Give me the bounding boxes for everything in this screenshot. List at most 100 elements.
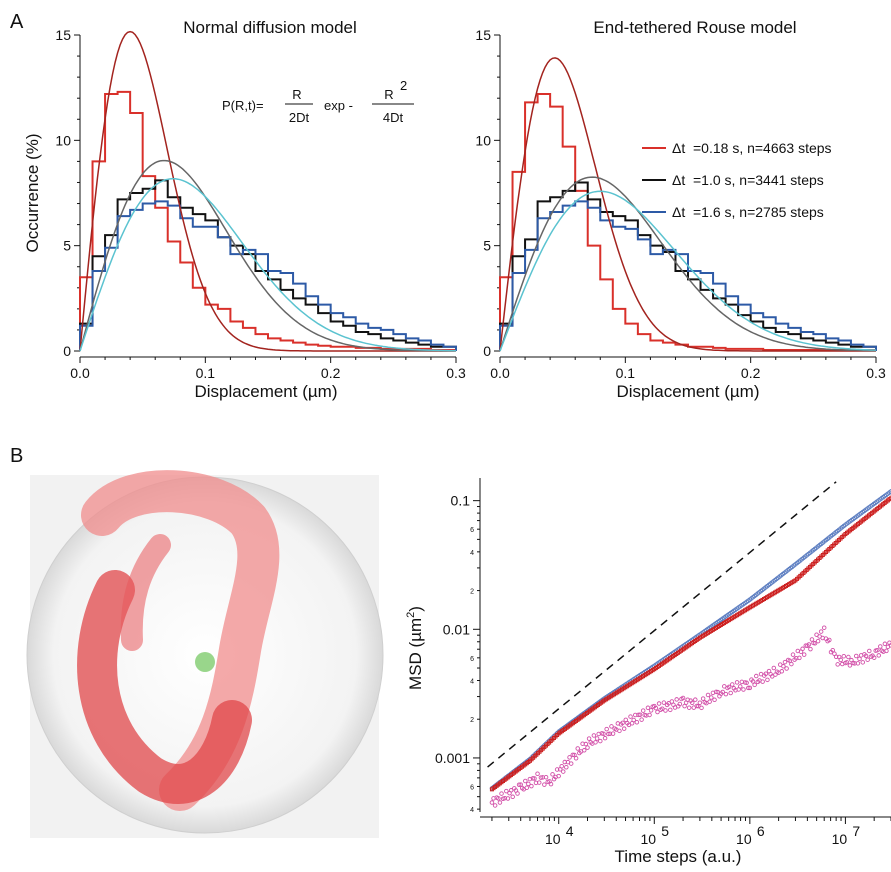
data-point-series-3	[712, 697, 717, 703]
data-point-series-3	[779, 669, 785, 674]
data-point-series-3	[560, 769, 566, 774]
data-point-series-3	[697, 700, 703, 705]
data-point-series-3	[784, 666, 789, 671]
x-tick-label: 0.0	[490, 365, 510, 381]
normal-diffusion-chart: Normal diffusion model Occurrence (%) Di…	[23, 18, 466, 401]
data-point-series-3	[598, 738, 603, 744]
x-axis-label: Time steps (a.u.)	[615, 847, 742, 866]
y-minor-label: 2	[470, 717, 474, 724]
y-minor-label: 4	[470, 678, 474, 685]
data-point-series-3	[663, 708, 668, 713]
x-tick-exponent: 4	[566, 823, 574, 839]
x-tick-label: 0.2	[321, 365, 341, 381]
data-point-series-3	[499, 791, 504, 796]
data-point-series-3	[556, 773, 561, 779]
data-point-series-3	[769, 674, 775, 679]
data-point-series-3	[806, 642, 812, 647]
data-point-series-3	[550, 772, 555, 777]
y-axis-label: MSD (µm2)	[405, 606, 425, 690]
data-point-series-3	[542, 782, 547, 787]
data-point-series-3	[689, 700, 695, 705]
data-point-series-3	[583, 741, 589, 747]
data-point-series-3	[746, 685, 751, 691]
data-point-series-3	[591, 733, 597, 738]
data-point-series-3	[536, 780, 542, 785]
data-point-series-3	[821, 625, 827, 630]
data-point-series-3	[800, 646, 805, 652]
data-point-series-2	[888, 495, 891, 501]
data-point-series-3	[628, 714, 633, 719]
y-tick-label: 0.001	[435, 750, 470, 766]
data-point-series-3	[884, 648, 889, 654]
y-tick-label: 0.1	[451, 493, 471, 509]
data-point-series-3	[705, 692, 711, 698]
legend-text-3: =1.6 s, n=2785 steps	[693, 204, 824, 220]
data-point-series-3	[853, 653, 859, 659]
data-point-series-3	[526, 781, 531, 787]
data-point-series-3	[782, 659, 788, 665]
data-point-series-3	[709, 695, 714, 700]
data-point-series-3	[648, 708, 654, 713]
y-minor-label: 4	[470, 807, 474, 814]
data-point-series-3	[857, 656, 862, 662]
data-point-series-3	[543, 774, 549, 780]
data-point-series-3	[601, 731, 606, 736]
data-point-series-3	[846, 654, 851, 660]
data-point-series-3	[647, 712, 652, 718]
formula-sup: 2	[400, 78, 407, 93]
y-minor-label: 6	[470, 527, 474, 534]
data-point-series-3	[882, 641, 888, 647]
data-point-series-3	[790, 652, 796, 657]
rouse-model-chart: End-tethered Rouse model Displacement (µ…	[475, 18, 886, 401]
data-point-series-3	[668, 707, 673, 713]
legend-symbol-2: Δt	[672, 172, 685, 188]
data-point-series-3	[818, 629, 824, 634]
data-point-series-3	[567, 755, 572, 760]
data-point-series-3	[730, 682, 735, 687]
data-point-series-3	[518, 782, 523, 787]
data-point-series-3	[841, 653, 847, 659]
data-point-series-3	[720, 689, 725, 695]
y-minor-label: 6	[470, 784, 474, 791]
data-point-series-3	[504, 788, 509, 794]
data-point-series-3	[535, 771, 540, 777]
chain-lower-arm	[77, 570, 252, 804]
histogram-series-1	[79, 90, 457, 351]
data-point-series-3	[492, 803, 498, 808]
data-point-series-3	[808, 646, 813, 652]
tether-point	[195, 652, 215, 672]
data-point-series-3	[634, 719, 640, 725]
data-point-series-3	[693, 697, 698, 702]
data-point-series-3	[797, 655, 802, 661]
data-point-series-3	[586, 736, 592, 741]
data-point-series-3	[602, 735, 608, 741]
chart-title: End-tethered Rouse model	[593, 18, 796, 37]
data-point-series-3	[707, 699, 712, 704]
data-point-series-3	[847, 663, 853, 668]
data-point-series-3	[876, 653, 882, 658]
x-tick-label: 10	[832, 831, 848, 847]
formula-num2: R	[384, 87, 393, 102]
simulation-image	[26, 470, 384, 838]
y-minor-label: 4	[470, 550, 474, 557]
data-point-series-3	[510, 794, 515, 800]
data-point-series-3	[639, 717, 644, 722]
data-point-series-3	[726, 684, 732, 690]
x-tick-label: 0.3	[446, 365, 466, 381]
data-point-series-3	[865, 657, 870, 662]
legend-text-1: =0.18 s, n=4663 steps	[693, 140, 832, 156]
data-point-series-3	[604, 726, 609, 732]
data-point-series-3	[559, 764, 564, 769]
legend: Δt =0.18 s, n=4663 steps Δt =1.0 s, n=34…	[642, 140, 832, 220]
data-point-series-3	[680, 695, 686, 701]
data-point-series-3	[640, 708, 646, 713]
data-point-series-3	[827, 637, 832, 643]
data-point-series-3	[554, 767, 560, 772]
data-point-series-3	[738, 684, 743, 689]
data-point-series-3	[581, 748, 587, 753]
data-point-series-3	[631, 717, 636, 723]
data-point-series-3	[686, 705, 692, 710]
data-point-series-3	[497, 800, 503, 805]
chart-title: Normal diffusion model	[183, 18, 357, 37]
x-tick-label: 0.1	[616, 365, 636, 381]
